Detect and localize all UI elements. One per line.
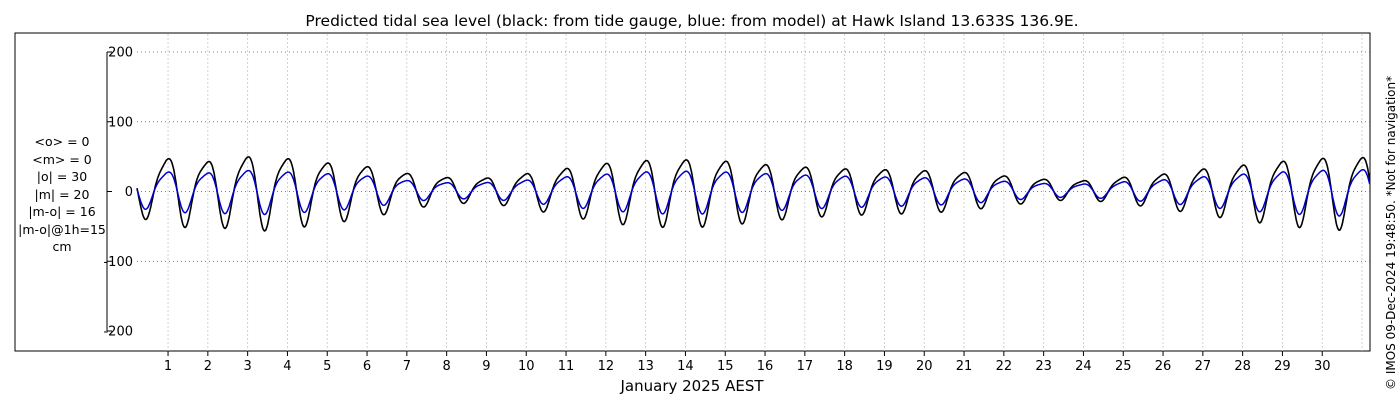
series-line-tide-gauge xyxy=(136,156,1371,232)
x-tick-label: 8 xyxy=(443,359,451,374)
x-tick-label: 20 xyxy=(916,359,933,374)
x-tick-label: 1 xyxy=(164,359,172,374)
x-tick-label: 24 xyxy=(1075,359,1092,374)
x-tick-label: 6 xyxy=(363,359,371,374)
x-tick-label: 28 xyxy=(1234,359,1251,374)
x-tick-label: 3 xyxy=(244,359,252,374)
x-tick-label: 21 xyxy=(956,359,973,374)
stat-abs-difference: |m-o| = 16 xyxy=(28,204,96,219)
y-tick-label: 200 xyxy=(108,46,133,61)
x-tick-label: 25 xyxy=(1115,359,1132,374)
credit-note: © IMOS 09-Dec-2024 19:48:50. *Not for na… xyxy=(1384,75,1398,390)
x-tick-label: 18 xyxy=(836,359,853,374)
x-tick-label: 7 xyxy=(403,359,411,374)
x-tick-label: 17 xyxy=(797,359,814,374)
x-tick-label: 29 xyxy=(1274,359,1291,374)
statistics-panel: <o> = 0 <m> = 0 |o| = 30 |m| = 20 |m-o| … xyxy=(2,133,122,256)
x-tick-label: 12 xyxy=(598,359,615,374)
x-tick-label: 15 xyxy=(717,359,734,374)
series-line-model xyxy=(136,168,1371,217)
x-tick-label: 27 xyxy=(1195,359,1212,374)
x-axis-label: January 2025 AEST xyxy=(620,377,765,395)
grid xyxy=(137,34,1370,351)
x-tick-label: 5 xyxy=(323,359,331,374)
x-tick-label: 9 xyxy=(482,359,490,374)
stat-mean-observed: <o> = 0 xyxy=(34,134,90,149)
x-tick-label: 30 xyxy=(1314,359,1331,374)
y-tick-label: 100 xyxy=(108,115,133,130)
x-tick-label: 26 xyxy=(1155,359,1172,374)
x-tick-label: 2 xyxy=(204,359,212,374)
x-tick-label: 19 xyxy=(876,359,893,374)
y-tick-label: -100 xyxy=(103,255,133,270)
x-tick-label: 23 xyxy=(1035,359,1052,374)
x-tick-label: 4 xyxy=(283,359,291,374)
x-tick-label: 14 xyxy=(677,359,694,374)
plot-frame xyxy=(14,32,1371,352)
series-group xyxy=(136,156,1371,232)
x-tick-label: 13 xyxy=(637,359,654,374)
x-tick-label: 11 xyxy=(558,359,575,374)
y-tick-label: 0 xyxy=(125,185,133,200)
stat-abs-model: |m| = 20 xyxy=(34,186,90,202)
stat-abs-observed: |o| = 30 xyxy=(36,169,88,184)
y-tick-label: -200 xyxy=(103,325,133,340)
stat-abs-difference-1h: |m-o|@1h=15 xyxy=(18,221,106,237)
x-tick-label: 22 xyxy=(996,359,1013,374)
stat-mean-model: <m> = 0 xyxy=(32,151,92,167)
chart-title: Predicted tidal sea level (black: from t… xyxy=(305,12,1078,30)
x-tick-label: 10 xyxy=(518,359,535,374)
x-tick-label: 16 xyxy=(757,359,774,374)
stat-unit: cm xyxy=(52,239,72,254)
